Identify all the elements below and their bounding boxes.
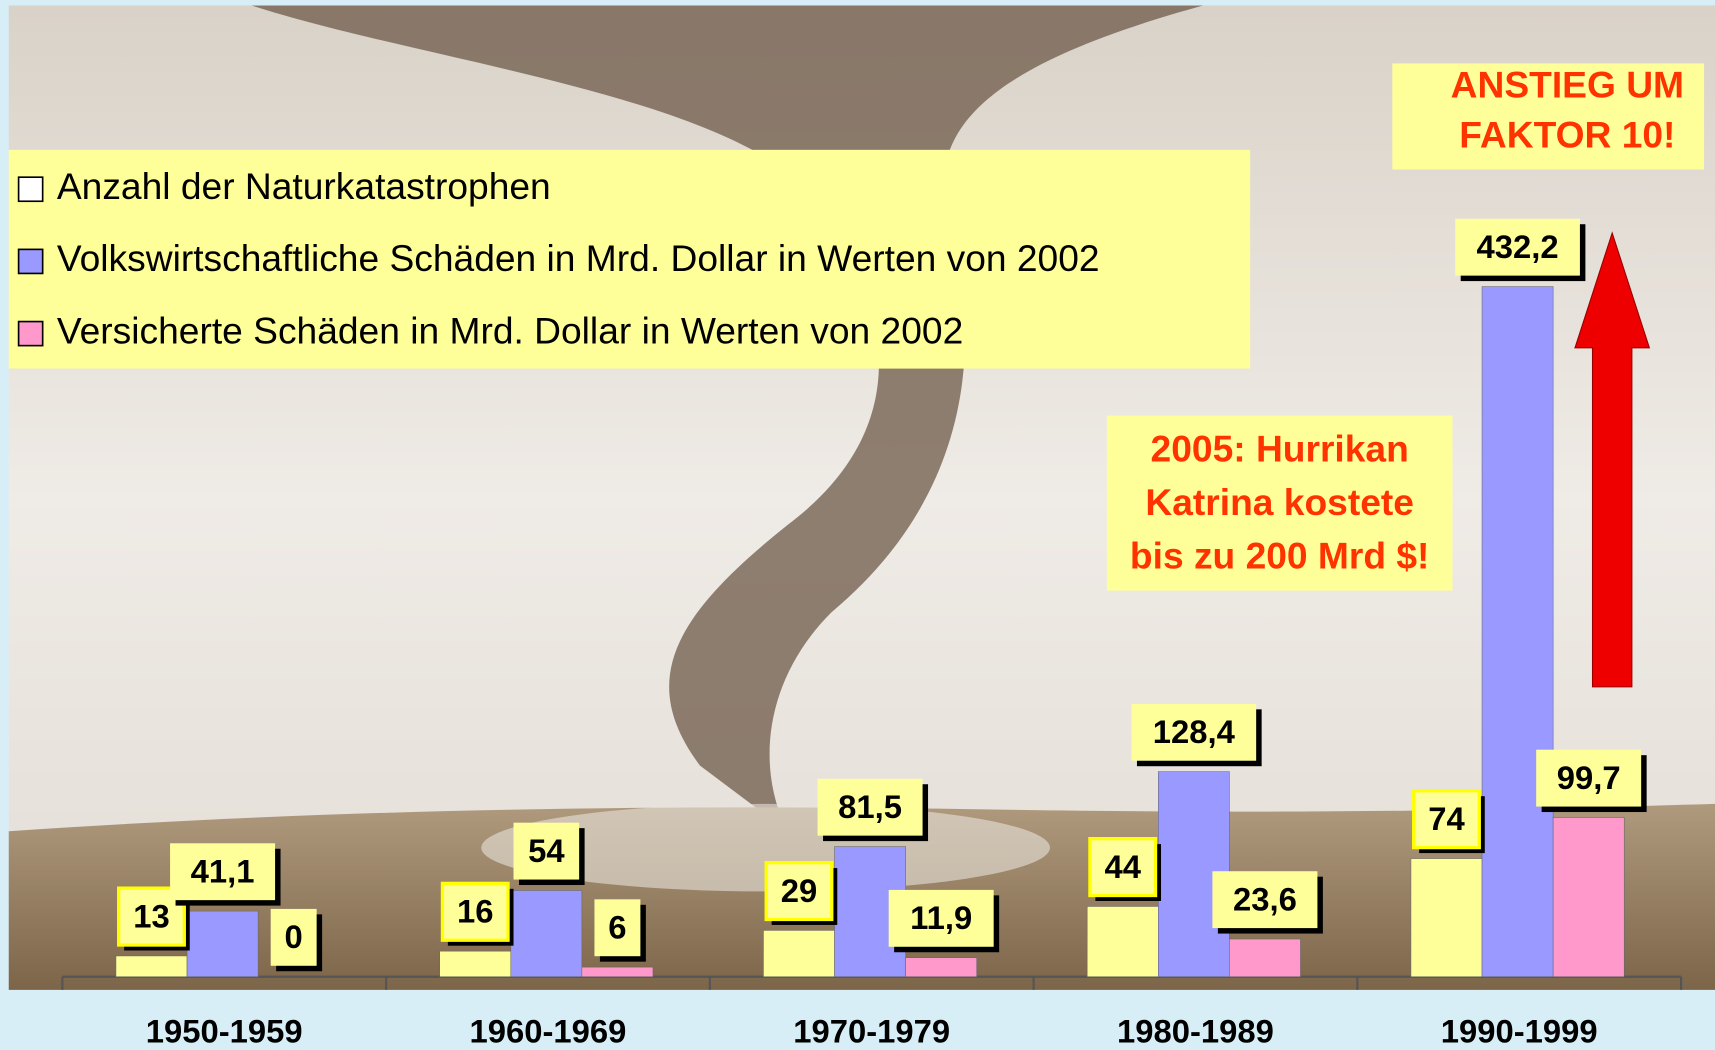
data-label: 44 (1088, 837, 1162, 901)
value-label: 128,4 (1153, 713, 1236, 750)
legend-marker (17, 320, 44, 347)
x-tick-label: 1980-1989 (1117, 1012, 1274, 1049)
data-label: 16 (440, 881, 514, 946)
value-label: 44 (1104, 848, 1141, 885)
annotation-box (1106, 415, 1453, 591)
data-label: 54 (513, 822, 585, 886)
value-label: 54 (528, 832, 565, 869)
bar (1481, 286, 1554, 977)
annotation: 2005: Hurrikan Katrina kostete bis zu 200 … (1106, 415, 1453, 591)
label-box (1455, 218, 1580, 276)
value-label: 0 (285, 918, 303, 955)
bar (763, 930, 835, 977)
label-box (170, 843, 276, 901)
x-tick-label: 1950-1959 (146, 1012, 303, 1049)
bar (115, 955, 188, 977)
bar (186, 910, 259, 977)
data-label: 99,7 (1536, 749, 1647, 813)
data-label: 29 (764, 860, 838, 925)
bar (905, 957, 977, 977)
value-label: 99,7 (1557, 759, 1621, 796)
value-label: 13 (133, 897, 169, 934)
bar (510, 890, 583, 977)
label-box (888, 889, 994, 947)
annotation-text: bis zu 200 Mrd $! (1130, 535, 1430, 577)
annotation-text: ANSTIEG UM (1451, 63, 1684, 105)
value-label: 432,2 (1477, 228, 1559, 265)
value-label: 29 (781, 872, 817, 909)
label-box (764, 860, 834, 922)
data-label: 11,9 (888, 889, 1000, 953)
value-label: 16 (457, 893, 493, 930)
bar (581, 966, 654, 977)
label-box (440, 881, 510, 942)
tornado (251, 5, 1204, 832)
value-label: 81,5 (838, 788, 902, 825)
annotation-text: Katrina kostete (1145, 481, 1414, 523)
legend-marker (17, 248, 44, 275)
label-box (594, 899, 641, 957)
legend: Anzahl der Naturkatastrophen Volkswirtsch… (8, 149, 1251, 369)
label-box (817, 778, 923, 836)
data-label: 74 (1412, 789, 1485, 854)
annotation-text: 2005: Hurrikan (1151, 428, 1409, 470)
data-label: 0 (270, 908, 323, 972)
data-label: 81,5 (817, 778, 929, 842)
legend-marker (17, 176, 44, 203)
bar (1086, 906, 1159, 977)
x-tick-label: 1990-1999 (1441, 1012, 1598, 1049)
data-label: 432,2 (1455, 218, 1586, 282)
label-box (1212, 871, 1318, 929)
label-box (270, 908, 317, 966)
legend-label: Versicherte Schäden in Mrd. Dollar in We… (57, 309, 963, 351)
legend-label: Anzahl der Naturkatastrophen (57, 165, 551, 207)
label-box (1088, 837, 1158, 898)
label-box (1412, 789, 1481, 850)
data-label: 128,4 (1131, 703, 1262, 767)
legend-label: Volkswirtschaftliche Schäden in Mrd. Dol… (57, 237, 1100, 279)
label-box (513, 822, 580, 880)
label-box (1131, 703, 1257, 761)
data-label: 23,6 (1212, 871, 1323, 934)
value-label: 11,9 (910, 899, 972, 936)
legend-box (8, 149, 1251, 369)
label-box (1536, 749, 1642, 807)
x-tick-label: 1960-1969 (470, 1012, 627, 1049)
annotation-text: FAKTOR 10! (1459, 114, 1675, 156)
value-label: 74 (1428, 800, 1465, 837)
annotation-box (1392, 63, 1705, 170)
annotation: ANSTIEG UM FAKTOR 10! (1392, 63, 1705, 170)
data-label: 41,1 (170, 843, 281, 906)
value-label: 23,6 (1233, 881, 1297, 918)
value-label: 41,1 (191, 853, 255, 890)
bar (1552, 817, 1625, 977)
bar (1410, 858, 1483, 977)
value-label: 6 (608, 909, 626, 946)
x-tick-label: 1970-1979 (793, 1012, 950, 1049)
data-label: 6 (594, 899, 646, 962)
arrow (1574, 231, 1651, 688)
bar (439, 950, 512, 977)
bar (1229, 938, 1301, 977)
